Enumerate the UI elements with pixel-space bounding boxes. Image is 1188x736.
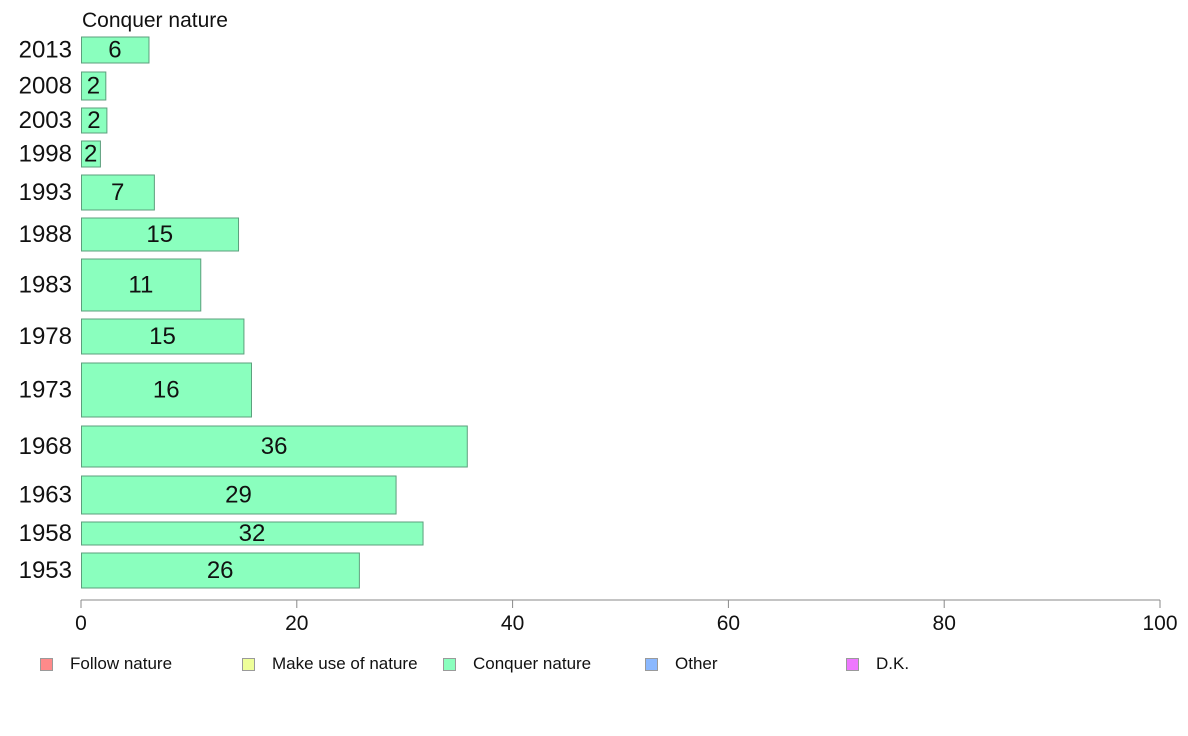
category-label: 1953 <box>19 557 72 584</box>
bar-value-label: 7 <box>111 179 124 206</box>
bar <box>81 362 252 418</box>
legend-swatch <box>645 657 658 671</box>
x-tick-label: 0 <box>75 612 87 635</box>
category-label: 2008 <box>19 73 72 100</box>
legend-label: Other <box>675 654 718 673</box>
legend-label: Follow nature <box>70 654 173 673</box>
category-label: 1993 <box>19 179 72 206</box>
category-label: 1968 <box>19 433 72 460</box>
x-tick-label: 80 <box>933 612 956 635</box>
x-axis: 0 20 40 60 80 100 <box>75 599 1178 635</box>
bar-value-label: 2 <box>87 107 100 134</box>
category-label: 1973 <box>19 377 72 404</box>
legend: Follow nature Make use of nature Conquer… <box>0 652 1188 676</box>
bar <box>81 217 240 252</box>
category-label: 1998 <box>19 141 72 168</box>
category-label: 1983 <box>19 272 72 299</box>
bar-value-label: 15 <box>149 323 176 350</box>
category-label: 1963 <box>19 482 72 509</box>
x-tick-label: 100 <box>1142 612 1177 635</box>
legend-label: D.K. <box>876 654 910 673</box>
x-tick-label: 20 <box>285 612 308 635</box>
legend-item: Make use of nature <box>242 652 418 676</box>
x-tick-label: 60 <box>717 612 740 635</box>
bar <box>81 140 101 168</box>
bar <box>81 318 245 355</box>
legend-swatch <box>40 657 53 671</box>
legend-swatch <box>242 657 255 671</box>
legend-label: Make use of nature <box>272 654 418 673</box>
bar-value-label: 2 <box>84 141 97 168</box>
bar-value-label: 32 <box>239 520 266 547</box>
category-label: 1958 <box>19 520 72 547</box>
bar-value-label: 15 <box>146 221 173 248</box>
bar-value-label: 36 <box>261 433 288 460</box>
category-label: 1978 <box>19 323 72 350</box>
bar <box>81 71 107 101</box>
legend-swatch <box>846 657 859 671</box>
bar-value-label: 11 <box>128 272 153 299</box>
bar <box>81 425 468 468</box>
bar <box>81 521 424 546</box>
legend-item: Other <box>645 652 718 676</box>
bar <box>81 552 360 589</box>
category-label: 2003 <box>19 107 72 134</box>
bars-layer: 6 2013 2 2008 2 2003 2 1998 7 1993 15 1988 11 1983 15 1… <box>19 36 468 589</box>
legend-label: Conquer nature <box>473 654 592 673</box>
category-label: 2013 <box>19 37 72 64</box>
bar <box>81 36 150 64</box>
bar <box>81 107 108 134</box>
bar <box>81 174 155 211</box>
bar-value-label: 6 <box>108 37 121 64</box>
legend-item: D.K. <box>846 652 909 676</box>
chart-title: Conquer nature <box>82 9 228 32</box>
category-label: 1988 <box>19 221 72 248</box>
bar-value-label: 26 <box>207 557 234 584</box>
legend-swatch <box>443 657 456 671</box>
bar-value-label: 29 <box>225 482 252 509</box>
bar <box>81 258 202 312</box>
bar-value-label: 2 <box>87 73 100 100</box>
bar <box>81 475 397 515</box>
x-tick-label: 40 <box>501 612 524 635</box>
bar-value-label: 16 <box>153 377 180 404</box>
legend-item: Conquer nature <box>443 652 591 676</box>
legend-item: Follow nature <box>40 652 172 676</box>
